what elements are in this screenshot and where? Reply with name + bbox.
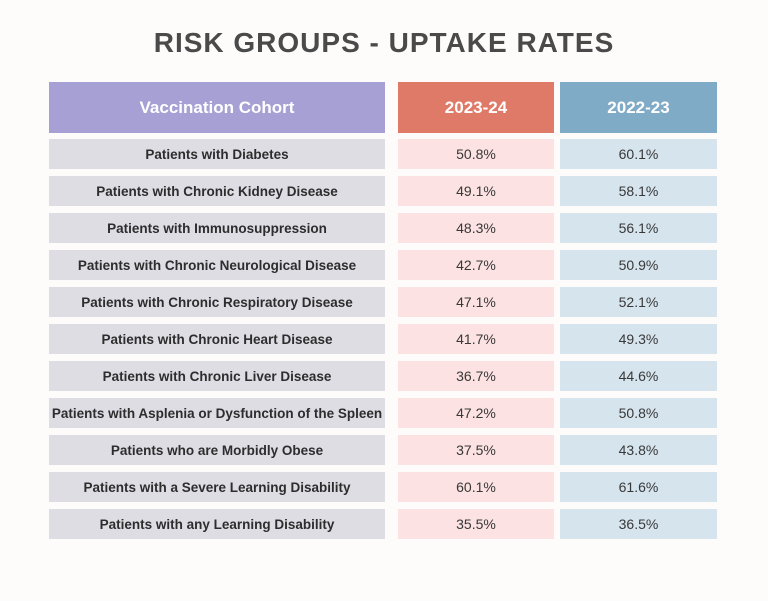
cohort-label: Patients with Immunosuppression: [49, 213, 385, 243]
header-cell-2022-23: 2022-23: [560, 82, 717, 133]
value-2022-23: 43.8%: [560, 435, 717, 465]
value-2023-24: 41.7%: [398, 324, 554, 354]
table-row: Patients with Chronic Neurological Disea…: [49, 250, 717, 280]
value-2023-24: 47.2%: [398, 398, 554, 428]
value-2022-23: 56.1%: [560, 213, 717, 243]
table-row: Patients who are Morbidly Obese 37.5% 43…: [49, 435, 717, 465]
value-2023-24: 50.8%: [398, 139, 554, 169]
header-cell-cohort: Vaccination Cohort: [49, 82, 385, 133]
cohort-label: Patients who are Morbidly Obese: [49, 435, 385, 465]
value-2023-24: 47.1%: [398, 287, 554, 317]
cohort-label: Patients with Diabetes: [49, 139, 385, 169]
value-2022-23: 44.6%: [560, 361, 717, 391]
table-row: Patients with Immunosuppression 48.3% 56…: [49, 213, 717, 243]
table-row: Patients with Diabetes 50.8% 60.1%: [49, 139, 717, 169]
value-2022-23: 61.6%: [560, 472, 717, 502]
cohort-label: Patients with Chronic Neurological Disea…: [49, 250, 385, 280]
table-row: Patients with a Severe Learning Disabili…: [49, 472, 717, 502]
table-row: Patients with any Learning Disability 35…: [49, 509, 717, 539]
table-row: Patients with Chronic Liver Disease 36.7…: [49, 361, 717, 391]
cohort-label: Patients with Asplenia or Dysfunction of…: [49, 398, 385, 428]
cohort-label: Patients with Chronic Respiratory Diseas…: [49, 287, 385, 317]
table-row: Patients with Chronic Respiratory Diseas…: [49, 287, 717, 317]
value-2023-24: 49.1%: [398, 176, 554, 206]
cohort-label: Patients with Chronic Heart Disease: [49, 324, 385, 354]
page-title: RISK GROUPS - UPTAKE RATES: [153, 27, 615, 58]
value-2023-24: 36.7%: [398, 361, 554, 391]
cohort-label: Patients with Chronic Liver Disease: [49, 361, 385, 391]
header-cell-2023-24: 2023-24: [398, 82, 554, 133]
uptake-rates-table: Vaccination Cohort 2023-24 2022-23 Patie…: [49, 82, 717, 546]
table-row: Patients with Chronic Kidney Disease 49.…: [49, 176, 717, 206]
value-2023-24: 60.1%: [398, 472, 554, 502]
table-row: Patients with Asplenia or Dysfunction of…: [49, 398, 717, 428]
value-2022-23: 58.1%: [560, 176, 717, 206]
value-2023-24: 42.7%: [398, 250, 554, 280]
value-2023-24: 35.5%: [398, 509, 554, 539]
value-2022-23: 50.9%: [560, 250, 717, 280]
table-row: Patients with Chronic Heart Disease 41.7…: [49, 324, 717, 354]
value-2023-24: 37.5%: [398, 435, 554, 465]
cohort-label: Patients with Chronic Kidney Disease: [49, 176, 385, 206]
value-2022-23: 50.8%: [560, 398, 717, 428]
value-2022-23: 49.3%: [560, 324, 717, 354]
value-2022-23: 52.1%: [560, 287, 717, 317]
cohort-label: Patients with a Severe Learning Disabili…: [49, 472, 385, 502]
value-2022-23: 36.5%: [560, 509, 717, 539]
table-header-row: Vaccination Cohort 2023-24 2022-23: [49, 82, 717, 133]
cohort-label: Patients with any Learning Disability: [49, 509, 385, 539]
value-2023-24: 48.3%: [398, 213, 554, 243]
value-2022-23: 60.1%: [560, 139, 717, 169]
